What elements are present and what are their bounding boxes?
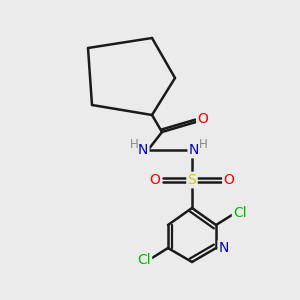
- Text: H: H: [130, 139, 138, 152]
- Text: N: N: [219, 241, 229, 255]
- Text: N: N: [189, 143, 199, 157]
- Text: Cl: Cl: [233, 206, 247, 220]
- Text: N: N: [138, 143, 148, 157]
- Text: O: O: [198, 112, 208, 126]
- Text: O: O: [224, 173, 234, 187]
- Text: O: O: [150, 173, 160, 187]
- Text: Cl: Cl: [137, 253, 151, 267]
- Text: H: H: [199, 139, 207, 152]
- Text: S: S: [188, 173, 196, 187]
